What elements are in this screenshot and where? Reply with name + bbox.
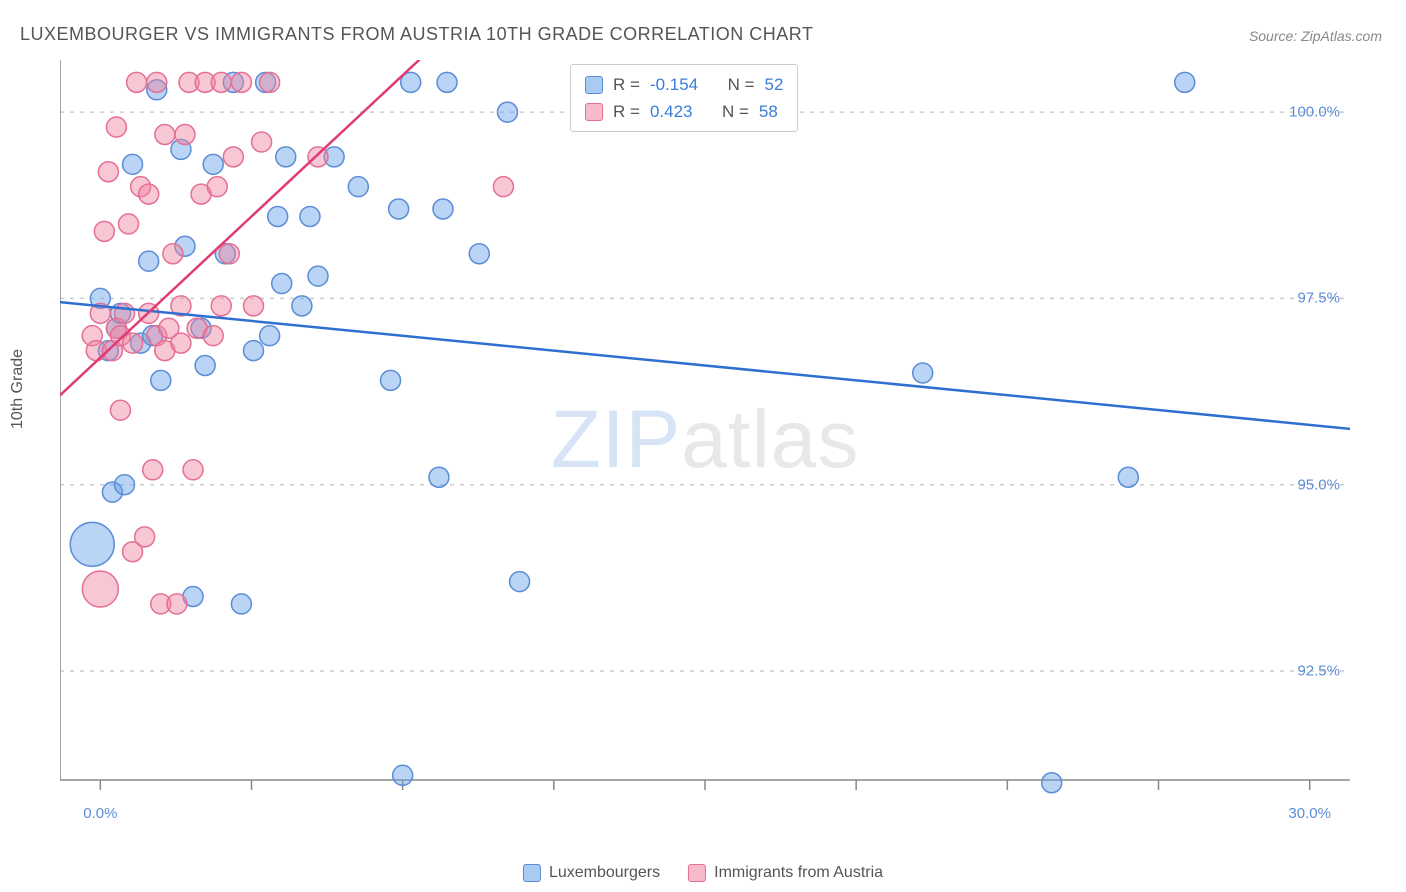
correlation-legend-row: R = -0.154 N = 52	[585, 71, 783, 98]
y-tick-label: 100.0%	[1289, 104, 1340, 121]
series-legend-item: Luxembourgers	[523, 864, 660, 882]
legend-r-label: R =	[613, 98, 640, 125]
y-axis-label: 10th Grade	[9, 349, 27, 429]
series-legend: Luxembourgers Immigrants from Austria	[523, 864, 883, 882]
chart-area: ZIPatlas 92.5%95.0%97.5%100.0% 0.0%30.0%	[60, 60, 1350, 820]
correlation-legend: R = -0.154 N = 52 R = 0.423 N = 58	[570, 64, 798, 132]
x-tick-label: 0.0%	[83, 805, 117, 822]
x-tick-label: 30.0%	[1288, 805, 1331, 822]
legend-r-label: R =	[613, 71, 640, 98]
y-tick-label: 95.0%	[1297, 476, 1340, 493]
legend-n-label: N =	[728, 71, 755, 98]
legend-swatch	[585, 103, 603, 121]
chart-title: LUXEMBOURGER VS IMMIGRANTS FROM AUSTRIA …	[20, 24, 813, 45]
legend-r-value: 0.423	[650, 98, 693, 125]
series-legend-label: Immigrants from Austria	[714, 864, 883, 882]
series-legend-item: Immigrants from Austria	[688, 864, 883, 882]
correlation-legend-row: R = 0.423 N = 58	[585, 98, 783, 125]
source-label: Source: ZipAtlas.com	[1249, 28, 1382, 44]
legend-swatch	[688, 864, 706, 882]
legend-n-value: 58	[759, 98, 778, 125]
legend-r-value: -0.154	[650, 71, 698, 98]
scatter-plot	[60, 60, 1350, 820]
legend-n-label: N =	[722, 98, 749, 125]
series-legend-label: Luxembourgers	[549, 864, 660, 882]
legend-swatch	[523, 864, 541, 882]
y-tick-label: 97.5%	[1297, 290, 1340, 307]
y-tick-label: 92.5%	[1297, 662, 1340, 679]
legend-n-value: 52	[765, 71, 784, 98]
legend-swatch	[585, 76, 603, 94]
